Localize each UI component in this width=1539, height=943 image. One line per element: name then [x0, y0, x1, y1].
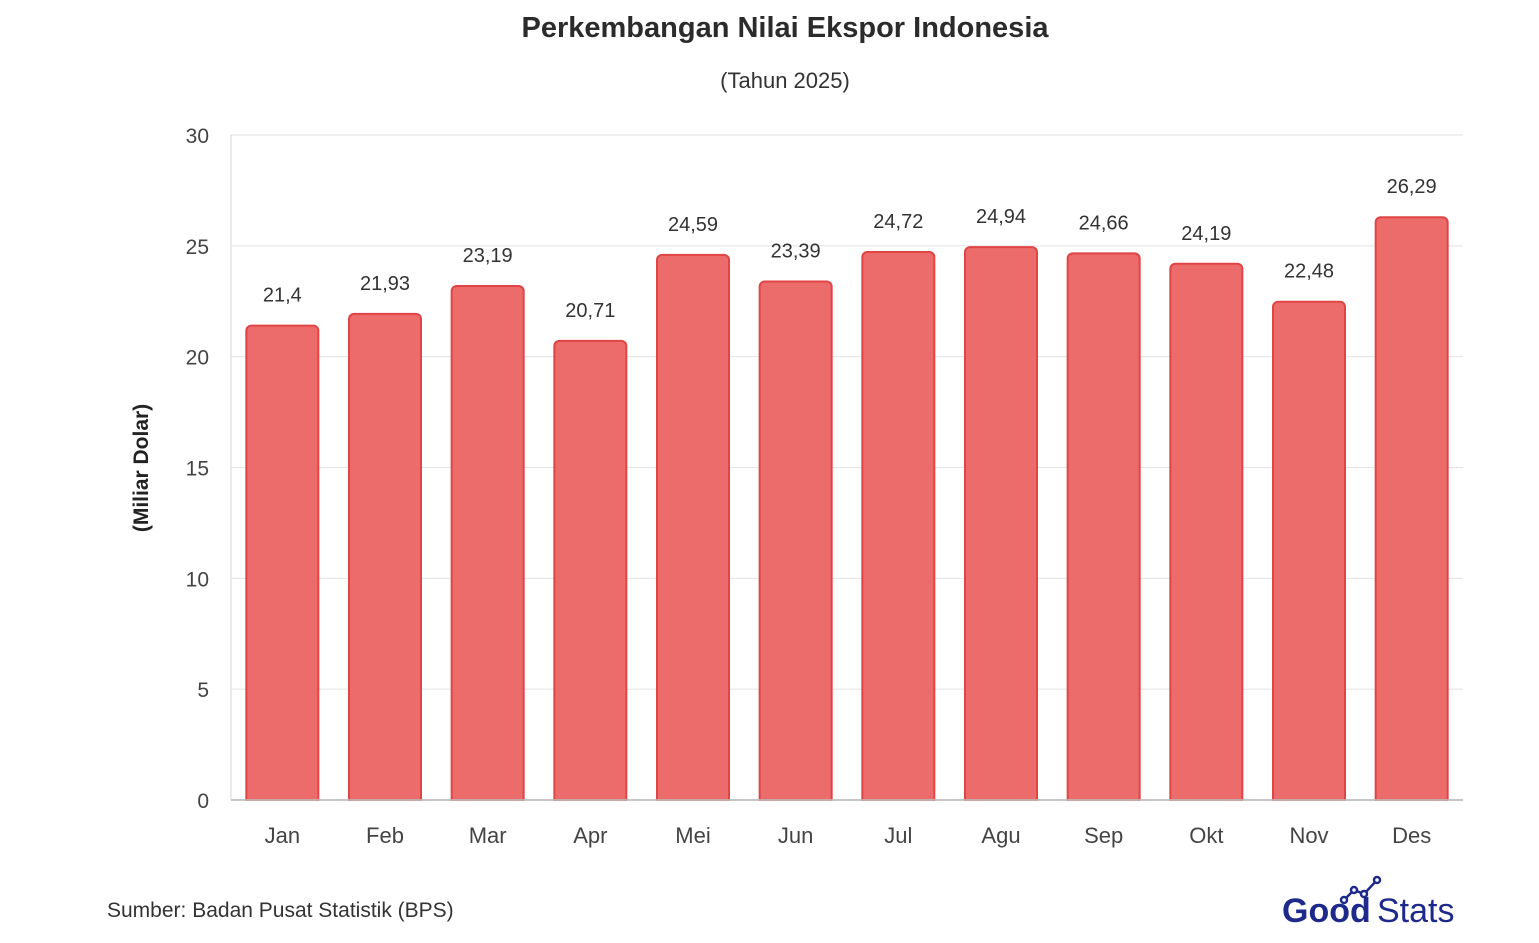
- x-tick-label: Nov: [1289, 823, 1328, 848]
- bar-data-label: 21,93: [360, 273, 410, 295]
- x-tick-label: Jan: [265, 823, 300, 848]
- bar-data-label: 24,94: [976, 206, 1026, 228]
- bar-data-label: 24,66: [1079, 212, 1129, 234]
- y-tick-label: 0: [197, 790, 209, 813]
- chart-subtitle: (Tahun 2025): [720, 68, 850, 93]
- x-tick-label: Sep: [1084, 823, 1123, 848]
- y-tick-label: 5: [197, 679, 209, 702]
- y-tick-label: 15: [186, 458, 209, 481]
- bar-data-label: 24,19: [1181, 223, 1231, 245]
- y-tick-label: 30: [186, 125, 209, 148]
- x-tick-label: Mei: [675, 823, 710, 848]
- y-tick-label: 20: [186, 347, 209, 370]
- logo-good-text: Good: [1282, 892, 1371, 930]
- bar: [758, 280, 833, 805]
- bar-data-label: 21,4: [263, 285, 302, 307]
- logo-stats-text: Stats: [1377, 892, 1454, 930]
- bar-data-label: 20,71: [565, 300, 615, 322]
- bar: [1374, 216, 1449, 805]
- goodstats-logo: Good Stats: [1282, 875, 1454, 930]
- y-tick-label: 25: [186, 236, 209, 259]
- bar: [348, 312, 422, 805]
- x-tick-label: Okt: [1189, 823, 1223, 848]
- y-tick-label: 10: [186, 568, 209, 591]
- bar: [553, 339, 628, 805]
- bar: [245, 324, 320, 805]
- x-tick-label: Jun: [778, 823, 813, 848]
- x-tick-label: Agu: [981, 823, 1020, 848]
- logo-trend-icon: [1339, 875, 1382, 905]
- bar: [1272, 300, 1346, 805]
- x-tick-label: Mar: [469, 823, 507, 848]
- source-note: Sumber: Badan Pusat Statistik (BPS): [107, 899, 454, 922]
- chart-title: Perkembangan Nilai Ekspor Indonesia: [521, 12, 1049, 44]
- bar-data-label: 26,29: [1387, 176, 1437, 198]
- bar: [964, 246, 1038, 805]
- bar-data-label: 23,19: [463, 245, 513, 267]
- x-tick-label: Jul: [884, 823, 912, 848]
- bar-data-label: 24,72: [873, 211, 923, 233]
- x-tick-label: Des: [1392, 823, 1431, 848]
- bar: [1066, 252, 1141, 805]
- axis-mask: [233, 801, 1463, 807]
- x-tick-label: Feb: [366, 823, 404, 848]
- bar: [861, 251, 936, 806]
- bar-data-label: 22,48: [1284, 261, 1334, 283]
- bar-data-label: 24,59: [668, 214, 718, 236]
- bar-data-label: 23,39: [771, 241, 821, 263]
- bar: [656, 253, 730, 805]
- y-axis-label: (Miliar Dolar): [130, 404, 153, 532]
- bar: [1169, 262, 1244, 805]
- x-tick-label: Apr: [573, 823, 607, 848]
- bar: [450, 284, 525, 805]
